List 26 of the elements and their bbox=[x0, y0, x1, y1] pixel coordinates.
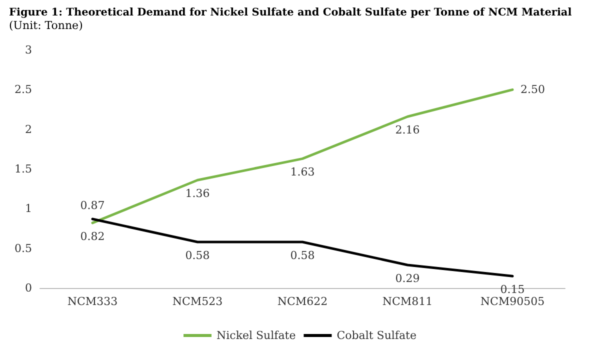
data-label: 1.36 bbox=[185, 187, 210, 200]
data-label: 0.82 bbox=[80, 230, 105, 243]
data-label: 2.50 bbox=[520, 83, 545, 96]
data-label: 1.63 bbox=[290, 166, 315, 179]
legend-label: Cobalt Sulfate bbox=[336, 329, 416, 342]
data-label: 0.58 bbox=[290, 248, 315, 262]
data-label: 0.15 bbox=[500, 283, 525, 296]
x-tick-label: NCM90505 bbox=[480, 295, 545, 308]
x-tick-label: NCM811 bbox=[382, 295, 433, 308]
data-label: 0.58 bbox=[185, 248, 210, 262]
chart-title: Figure 1: Theoretical Demand for Nickel Sulfate and Cobalt Sulfate per Tonne of NCM Material bbox=[9, 6, 572, 18]
y-tick-label: 0.5 bbox=[14, 242, 32, 255]
data-label: 0.29 bbox=[395, 272, 420, 285]
x-tick-label: NCM333 bbox=[67, 295, 118, 308]
y-tick-label: 2.5 bbox=[14, 83, 32, 96]
y-tick-label: 1 bbox=[25, 202, 32, 216]
data-label: 2.16 bbox=[395, 124, 420, 137]
data-label: 0.87 bbox=[80, 198, 105, 212]
chart-subtitle: (Unit: Tonne) bbox=[9, 19, 83, 32]
y-tick-label: 3 bbox=[25, 44, 32, 56]
legend-label: Nickel Sulfate bbox=[216, 329, 296, 342]
x-tick-label: NCM523 bbox=[172, 295, 223, 308]
y-tick-label: 0 bbox=[25, 282, 32, 294]
y-tick-label: 1.5 bbox=[14, 162, 32, 176]
x-tick-label: NCM622 bbox=[277, 295, 328, 308]
y-tick-label: 2 bbox=[25, 122, 32, 136]
